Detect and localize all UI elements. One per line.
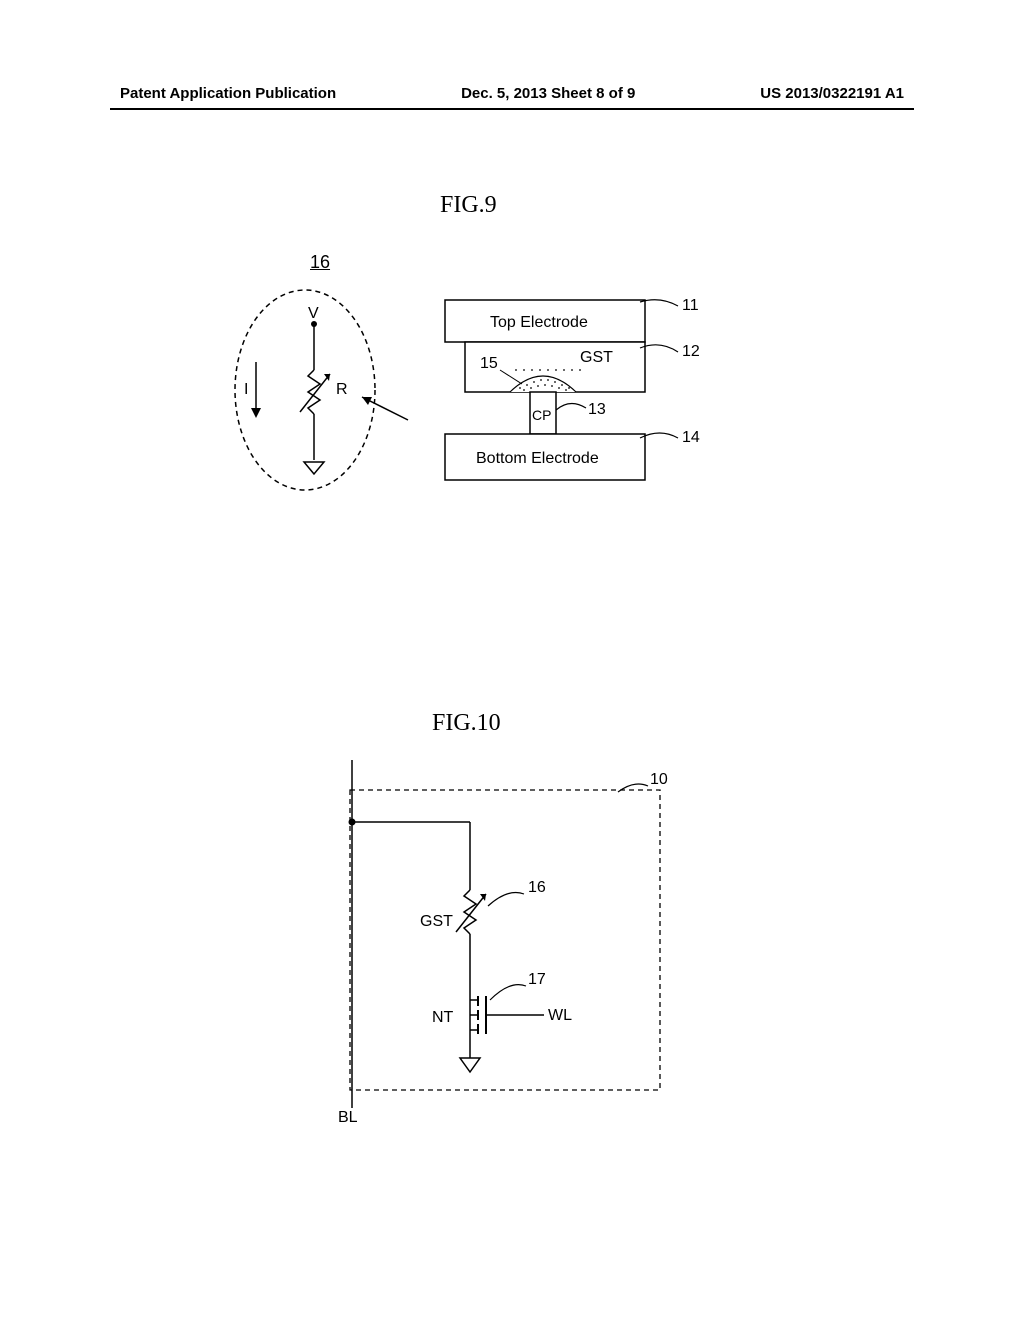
label-r: R <box>336 381 348 398</box>
top-electrode-label: Top Electrode <box>490 314 588 331</box>
gst-label-10: GST <box>420 913 453 930</box>
leader-17 <box>490 985 526 1000</box>
leader-10 <box>618 784 648 792</box>
cell-box <box>350 790 660 1090</box>
nt-label: NT <box>432 1009 454 1026</box>
ref-12: 12 <box>682 343 700 360</box>
ref-13: 13 <box>588 401 606 418</box>
bottom-electrode-label: Bottom Electrode <box>476 450 599 467</box>
ref-17: 17 <box>528 971 546 988</box>
gst-label: GST <box>580 349 613 366</box>
ref-10: 10 <box>650 771 668 788</box>
ref-14: 14 <box>682 429 700 446</box>
bl-label: BL <box>338 1109 358 1126</box>
wl-label: WL <box>548 1007 572 1024</box>
ref-11: 11 <box>682 297 699 314</box>
current-arrow-head <box>251 408 261 418</box>
label-i: I <box>244 381 248 398</box>
ref-15-label: 15 <box>480 355 498 372</box>
label-v: V <box>308 305 319 322</box>
cp-label: CP <box>532 407 551 423</box>
resistor-r-icon <box>308 370 320 414</box>
leader-16-f10 <box>488 893 524 907</box>
fig10-diagram: BL GST NT WL 16 17 <box>0 560 1024 1160</box>
gst-var-arrow <box>456 894 486 932</box>
ground-icon-10 <box>460 1058 480 1072</box>
leader-13 <box>556 403 586 410</box>
fig9-diagram: V R I Top Electrode GST 15 <box>0 0 1024 560</box>
ref-16-f10: 16 <box>528 879 546 896</box>
ground-icon <box>304 462 324 474</box>
gst-resistor-icon <box>464 890 476 934</box>
variable-arrow <box>300 374 330 412</box>
